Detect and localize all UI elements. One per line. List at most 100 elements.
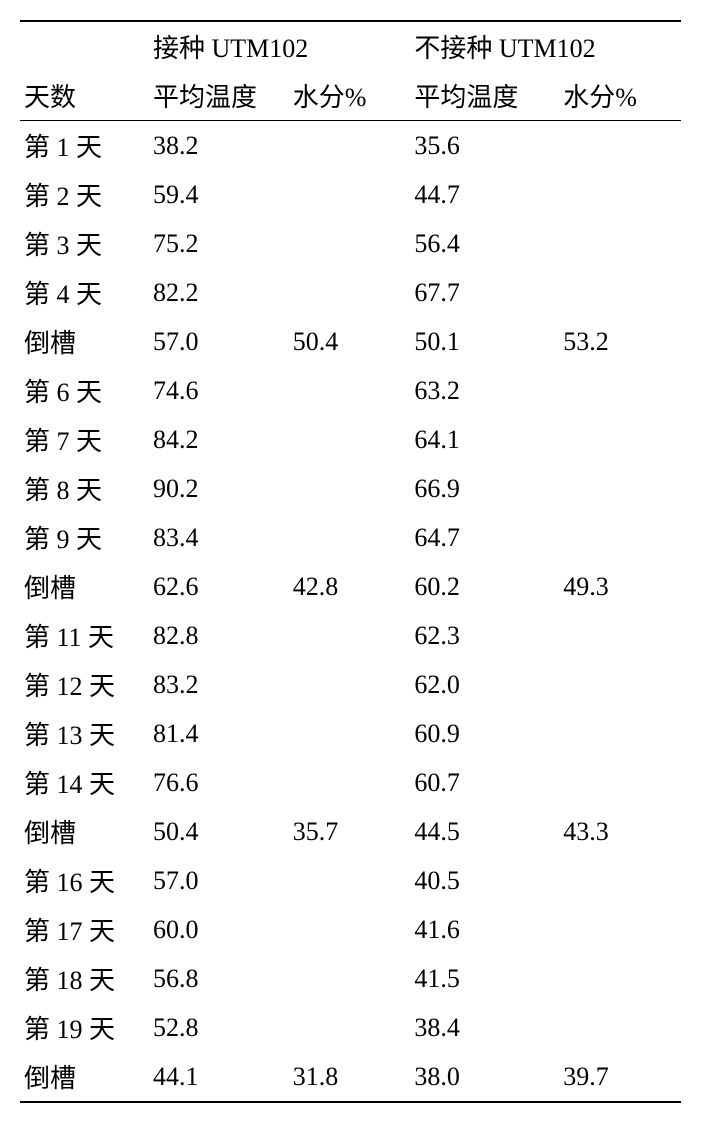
cell-temp-1: 44.1 [149,1052,289,1102]
header-moisture-1: 水分% [289,71,411,121]
cell-moisture-2 [559,856,681,905]
cell-day: 第 16 天 [20,856,149,905]
table-body: 第 1 天38.235.6第 2 天59.444.7第 3 天75.256.4第… [20,121,681,1103]
header-group-1: 接种 UTM102 [149,21,410,71]
table-row: 第 11 天82.862.3 [20,611,681,660]
cell-temp-2: 35.6 [410,121,559,171]
cell-moisture-1 [289,513,411,562]
cell-temp-2: 41.5 [410,954,559,1003]
cell-moisture-2: 53.2 [559,317,681,366]
cell-moisture-2 [559,219,681,268]
cell-day: 第 18 天 [20,954,149,1003]
table-row: 第 4 天82.267.7 [20,268,681,317]
cell-temp-2: 62.0 [410,660,559,709]
cell-moisture-1 [289,905,411,954]
table-row: 第 1 天38.235.6 [20,121,681,171]
cell-temp-2: 60.9 [410,709,559,758]
cell-moisture-2 [559,170,681,219]
cell-temp-1: 81.4 [149,709,289,758]
table-row: 第 9 天83.464.7 [20,513,681,562]
cell-day: 第 7 天 [20,415,149,464]
cell-day: 第 19 天 [20,1003,149,1052]
cell-moisture-2 [559,709,681,758]
cell-moisture-2 [559,1003,681,1052]
table-row: 第 14 天76.6 60.7 [20,758,681,807]
cell-moisture-1: 50.4 [289,317,411,366]
cell-temp-1: 50.4 [149,807,289,856]
table-row: 倒槽57.050.450.153.2 [20,317,681,366]
cell-day: 第 11 天 [20,611,149,660]
cell-temp-2: 66.9 [410,464,559,513]
cell-day: 第 17 天 [20,905,149,954]
cell-temp-2: 44.5 [410,807,559,856]
cell-moisture-1 [289,366,411,415]
cell-moisture-1: 31.8 [289,1052,411,1102]
cell-moisture-1 [289,268,411,317]
cell-temp-1: 76.6 [149,758,289,807]
cell-temp-1: 62.6 [149,562,289,611]
table-row: 第 17 天60.0 41.6 [20,905,681,954]
cell-temp-2: 56.4 [410,219,559,268]
column-header-row: 天数 平均温度 水分% 平均温度 水分% [20,71,681,121]
cell-moisture-1 [289,709,411,758]
cell-moisture-2 [559,758,681,807]
table-row: 第 6 天74.663.2 [20,366,681,415]
table-row: 第 7 天84.264.1 [20,415,681,464]
cell-temp-1: 82.8 [149,611,289,660]
cell-moisture-2 [559,513,681,562]
cell-temp-1: 82.2 [149,268,289,317]
cell-temp-2: 40.5 [410,856,559,905]
header-temp-1: 平均温度 [149,71,289,121]
cell-temp-2: 64.1 [410,415,559,464]
cell-moisture-1 [289,660,411,709]
cell-moisture-2 [559,464,681,513]
cell-moisture-1 [289,170,411,219]
cell-temp-1: 60.0 [149,905,289,954]
cell-day: 倒槽 [20,317,149,366]
cell-temp-2: 50.1 [410,317,559,366]
cell-temp-2: 44.7 [410,170,559,219]
cell-day: 倒槽 [20,562,149,611]
cell-moisture-2 [559,611,681,660]
cell-moisture-2 [559,660,681,709]
table-row: 第 3 天75.2 56.4 [20,219,681,268]
cell-moisture-2 [559,905,681,954]
cell-moisture-1: 35.7 [289,807,411,856]
cell-moisture-2 [559,268,681,317]
group-header-row: 接种 UTM102 不接种 UTM102 [20,21,681,71]
cell-moisture-2 [559,121,681,171]
cell-moisture-2: 39.7 [559,1052,681,1102]
cell-moisture-2 [559,954,681,1003]
cell-temp-2: 60.7 [410,758,559,807]
cell-day: 第 4 天 [20,268,149,317]
cell-temp-2: 38.4 [410,1003,559,1052]
cell-day: 第 8 天 [20,464,149,513]
cell-day: 第 9 天 [20,513,149,562]
cell-day: 第 14 天 [20,758,149,807]
cell-temp-2: 38.0 [410,1052,559,1102]
cell-temp-1: 52.8 [149,1003,289,1052]
table-row: 第 2 天59.444.7 [20,170,681,219]
cell-temp-2: 64.7 [410,513,559,562]
cell-day: 第 12 天 [20,660,149,709]
cell-temp-2: 41.6 [410,905,559,954]
cell-moisture-1 [289,954,411,1003]
cell-day: 倒槽 [20,807,149,856]
cell-moisture-2 [559,366,681,415]
table-row: 倒槽50.435.744.543.3 [20,807,681,856]
table-row: 第 18 天56.8 41.5 [20,954,681,1003]
cell-temp-2: 63.2 [410,366,559,415]
header-moisture-2: 水分% [559,71,681,121]
cell-day: 第 13 天 [20,709,149,758]
cell-day: 第 3 天 [20,219,149,268]
cell-temp-1: 56.8 [149,954,289,1003]
data-table: 接种 UTM102 不接种 UTM102 天数 平均温度 水分% 平均温度 水分… [20,20,681,1103]
cell-moisture-1 [289,856,411,905]
cell-moisture-1 [289,415,411,464]
cell-temp-1: 75.2 [149,219,289,268]
table-row: 第 19 天52.8 38.4 [20,1003,681,1052]
header-day: 天数 [20,71,149,121]
cell-temp-1: 59.4 [149,170,289,219]
cell-moisture-1 [289,758,411,807]
cell-day: 第 1 天 [20,121,149,171]
